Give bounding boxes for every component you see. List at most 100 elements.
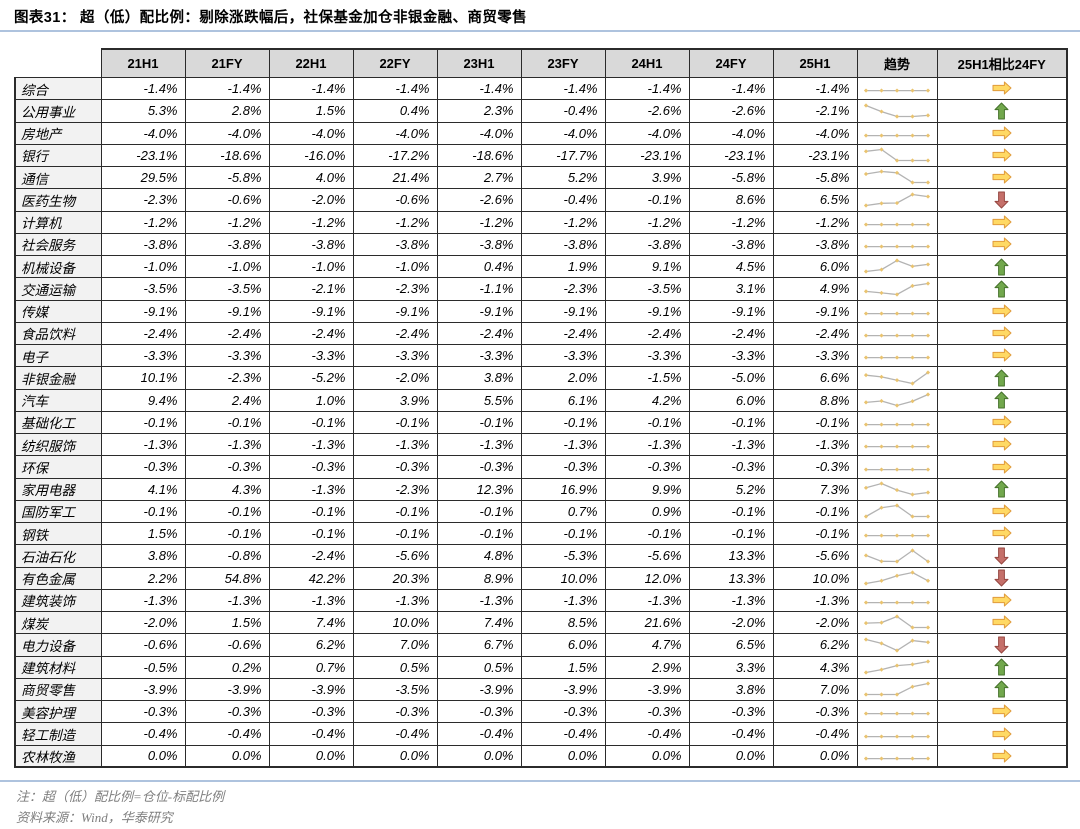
value-cell: -3.3% [352, 343, 438, 368]
value-cell: -16.0% [268, 143, 354, 168]
value-cell: -3.5% [100, 277, 186, 301]
value-cell: -4.0% [520, 121, 606, 145]
table-row: 计算机 -1.2% -1.2% -1.2% -1.2% -1.2% -1.2% -1.2% -1… [14, 210, 1068, 234]
value-cell: -0.1% [688, 410, 774, 435]
value-cell: -5.2% [268, 366, 354, 390]
up-arrow-icon [994, 680, 1009, 698]
value-cell: -1.3% [352, 588, 438, 613]
value-cell: 8.9% [436, 566, 522, 590]
value-cell: 8.6% [688, 188, 774, 212]
trend-cell [856, 232, 938, 257]
compare-cell [936, 277, 1068, 301]
table-row: 非银金融 10.1% -2.3% -5.2% -2.0% 3.8% 2.0% -1.5% -5.… [14, 366, 1068, 390]
value-cell: 4.8% [436, 544, 522, 568]
trend-cell [856, 343, 938, 368]
table-row: 汽车 9.4% 2.4% 1.0% 3.9% 5.5% 6.1% 4.2% 6.0% 8.8% [14, 388, 1068, 412]
value-cell: 6.5% [772, 188, 858, 212]
industry-cell: 综合 [14, 76, 102, 101]
value-cell: 13.3% [688, 544, 774, 568]
table-row: 纺织服饰 -1.3% -1.3% -1.3% -1.3% -1.3% -1.3% -1.3% -… [14, 432, 1068, 457]
value-cell: -3.3% [604, 343, 690, 368]
trend-cell [856, 99, 938, 123]
value-cell: -23.1% [100, 143, 186, 168]
value-cell: -3.9% [268, 677, 354, 702]
value-cell: -9.1% [688, 299, 774, 323]
value-cell: 6.2% [268, 633, 354, 657]
value-cell: -3.9% [520, 677, 606, 702]
col-header-21FY: 21FY [184, 48, 270, 78]
value-cell: 3.1% [688, 277, 774, 301]
col-header-trend: 趋势 [856, 48, 938, 78]
industry-cell: 基础化工 [14, 410, 102, 435]
value-cell: -0.6% [352, 188, 438, 212]
col-header-22FY: 22FY [352, 48, 438, 78]
value-cell: -0.4% [772, 722, 858, 746]
right-arrow-icon [992, 526, 1012, 540]
compare-cell [936, 165, 1068, 190]
industry-cell: 环保 [14, 455, 102, 479]
table-row: 银行 -23.1% -18.6% -16.0% -17.2% -18.6% -17.7% -2… [14, 143, 1068, 168]
industry-cell: 银行 [14, 143, 102, 168]
value-cell: -9.1% [268, 299, 354, 323]
industry-cell: 医药生物 [14, 188, 102, 212]
value-cell: -1.3% [100, 432, 186, 457]
table-row: 钢铁 1.5% -0.1% -0.1% -0.1% -0.1% -0.1% -0.1% -0.1… [14, 521, 1068, 546]
col-header-23FY: 23FY [520, 48, 606, 78]
trend-sparkline-icon [863, 103, 931, 119]
col-header-22H1: 22H1 [268, 48, 354, 78]
trend-sparkline-icon [863, 614, 931, 630]
value-cell: 4.2% [604, 388, 690, 412]
value-cell: -0.3% [184, 455, 270, 479]
value-cell: -5.6% [352, 544, 438, 568]
value-cell: -0.1% [688, 499, 774, 524]
value-cell: -2.4% [520, 321, 606, 346]
value-cell: -4.0% [352, 121, 438, 145]
trend-sparkline-icon [863, 88, 931, 94]
value-cell: -3.3% [772, 343, 858, 368]
value-cell: 8.8% [772, 388, 858, 412]
compare-cell [936, 744, 1068, 768]
trend-cell [856, 544, 938, 568]
value-cell: 9.9% [604, 477, 690, 501]
value-cell: -0.4% [688, 722, 774, 746]
value-cell: 0.9% [604, 499, 690, 524]
compare-cell [936, 699, 1068, 724]
title-divider [0, 30, 1080, 32]
allocation-table-wrap: 21H1 21FY 22H1 22FY 23H1 23FY 24H1 24FY … [14, 48, 1068, 769]
value-cell: 8.5% [520, 610, 606, 635]
value-cell: -0.1% [772, 521, 858, 546]
value-cell: 12.3% [436, 477, 522, 501]
industry-cell: 轻工制造 [14, 722, 102, 746]
up-arrow-icon [994, 258, 1009, 275]
value-cell: -9.1% [352, 299, 438, 323]
compare-cell [936, 477, 1068, 501]
value-cell: -0.3% [268, 455, 354, 479]
trend-cell [856, 655, 938, 679]
value-cell: -3.3% [520, 343, 606, 368]
value-cell: 3.9% [604, 165, 690, 190]
trend-cell [856, 677, 938, 702]
value-cell: -1.0% [184, 254, 270, 279]
trend-sparkline-icon [863, 681, 931, 697]
value-cell: 0.4% [436, 254, 522, 279]
trend-cell [856, 633, 938, 657]
trend-cell [856, 521, 938, 546]
value-cell: -1.4% [100, 76, 186, 101]
value-cell: 3.8% [436, 366, 522, 390]
value-cell: 10.1% [100, 366, 186, 390]
value-cell: 7.4% [268, 610, 354, 635]
value-cell: -0.4% [268, 722, 354, 746]
value-cell: -9.1% [436, 299, 522, 323]
trend-sparkline-icon [863, 370, 931, 386]
industry-cell: 石油石化 [14, 544, 102, 568]
compare-cell [936, 610, 1068, 635]
value-cell: -0.3% [268, 699, 354, 724]
value-cell: 1.0% [268, 388, 354, 412]
col-header-25H1: 25H1 [772, 48, 858, 78]
industry-cell: 通信 [14, 165, 102, 190]
value-cell: -0.8% [184, 544, 270, 568]
value-cell: -3.8% [268, 232, 354, 257]
value-cell: -9.1% [604, 299, 690, 323]
trend-cell [856, 610, 938, 635]
table-row: 基础化工 -0.1% -0.1% -0.1% -0.1% -0.1% -0.1% -0.1% -… [14, 410, 1068, 435]
